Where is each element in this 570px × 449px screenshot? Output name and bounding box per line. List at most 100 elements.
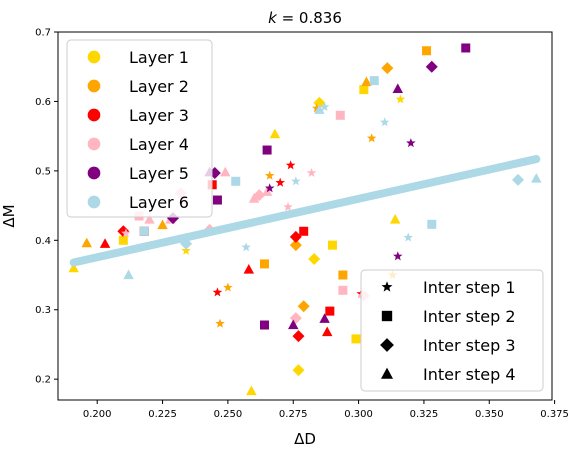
legend-label: Inter step 3 xyxy=(423,336,516,355)
y-tick-label: 0.6 xyxy=(35,97,51,108)
data-point xyxy=(395,94,406,104)
data-point xyxy=(99,238,111,248)
data-point xyxy=(275,177,285,187)
legend-swatch xyxy=(87,166,101,180)
data-point xyxy=(212,195,222,205)
data-point xyxy=(359,85,369,95)
legend-swatch xyxy=(381,281,393,292)
data-point xyxy=(319,101,330,112)
layer-legend: Layer 1 Layer 2 Layer 3 Layer 4 Layer 5 Layer… xyxy=(66,39,213,218)
legend-swatch xyxy=(380,367,394,379)
data-point xyxy=(321,326,333,337)
chart-title-value: = 0.836 xyxy=(277,9,342,27)
chart-title: k = 0.836 xyxy=(268,9,342,27)
legend-label: Inter step 4 xyxy=(423,365,516,384)
legend-swatch xyxy=(380,338,394,352)
y-tick-label: 0.4 xyxy=(35,236,51,247)
data-point xyxy=(338,285,348,295)
data-point xyxy=(361,76,372,87)
step-legend-box xyxy=(360,269,544,392)
data-point xyxy=(351,334,361,344)
y-axis-label: ΔM xyxy=(0,204,18,227)
data-point xyxy=(325,306,335,316)
data-point xyxy=(406,138,416,148)
x-tick-label: 0.325 xyxy=(410,409,439,420)
axes: 0.200 0.225 0.250 0.275 0.300 0.325 0.350 0.375… xyxy=(35,28,569,421)
data-point xyxy=(212,287,223,297)
legend-label: Layer 4 xyxy=(129,135,189,154)
data-point xyxy=(327,240,337,250)
data-point xyxy=(181,245,191,255)
data-point xyxy=(369,76,379,86)
legend-item-layer-1: Layer 1 xyxy=(87,48,189,67)
trend-line xyxy=(69,155,541,267)
legend-label: Inter step 1 xyxy=(423,278,516,297)
data-point xyxy=(314,104,325,114)
legend-swatch xyxy=(87,195,101,209)
legend-swatch xyxy=(381,310,393,322)
data-point xyxy=(259,259,269,269)
legend-item-inter-step-3: Inter step 3 xyxy=(380,336,516,355)
x-tick-label: 0.375 xyxy=(540,409,569,420)
data-point xyxy=(262,145,272,155)
data-point xyxy=(253,189,266,202)
data-point xyxy=(259,320,269,330)
data-point xyxy=(512,173,525,186)
data-point xyxy=(285,160,296,170)
data-point xyxy=(246,385,257,396)
x-tick-label: 0.250 xyxy=(214,409,243,420)
x-tick-label: 0.350 xyxy=(475,409,504,420)
x-axis-label: ΔD xyxy=(294,430,316,448)
legend-item-inter-step-2: Inter step 2 xyxy=(381,307,516,326)
data-point xyxy=(68,262,79,273)
legend-swatch xyxy=(87,108,101,122)
x-tick-label: 0.200 xyxy=(83,409,112,420)
data-point xyxy=(292,330,305,343)
y-tick-label: 0.5 xyxy=(35,166,51,177)
chart-title-variable: k xyxy=(268,9,278,27)
legend-item-layer-6: Layer 6 xyxy=(87,193,189,212)
data-point xyxy=(461,43,471,53)
legend-label: Layer 1 xyxy=(129,48,189,67)
data-point xyxy=(139,226,149,236)
data-point xyxy=(308,253,321,266)
data-point xyxy=(312,103,322,113)
data-point xyxy=(291,176,301,186)
legend-swatch xyxy=(87,50,101,64)
legend-label: Layer 6 xyxy=(129,193,189,212)
legend-label: Inter step 2 xyxy=(423,307,516,326)
data-point xyxy=(299,226,309,236)
data-point xyxy=(297,300,310,313)
data-point xyxy=(392,83,404,94)
data-point xyxy=(422,46,432,56)
plot-area xyxy=(68,43,542,396)
data-point xyxy=(220,166,231,177)
y-tick-label: 0.2 xyxy=(35,375,51,386)
plot-frame xyxy=(57,31,553,401)
data-point xyxy=(289,239,302,252)
legend-label: Layer 3 xyxy=(129,106,189,125)
data-point xyxy=(264,183,275,193)
data-point xyxy=(289,312,302,325)
legend-item-layer-3: Layer 3 xyxy=(87,106,189,125)
data-point xyxy=(335,110,345,120)
data-point xyxy=(241,242,251,252)
legend-swatch xyxy=(87,79,101,93)
y-tick-label: 0.7 xyxy=(35,28,51,39)
data-point xyxy=(381,62,394,75)
data-point xyxy=(531,173,542,183)
series-layer-2 xyxy=(81,46,432,328)
data-point xyxy=(319,313,330,323)
data-point xyxy=(264,170,275,180)
data-point xyxy=(243,263,255,274)
legend-item-layer-4: Layer 4 xyxy=(87,135,189,154)
step-legend: Inter step 1 Inter step 2 Inter step 3 Inte… xyxy=(360,269,544,392)
data-point xyxy=(261,186,273,196)
y-tick-label: 0.3 xyxy=(35,305,51,316)
data-point xyxy=(81,237,92,248)
legend-item-inter-step-1: Inter step 1 xyxy=(381,278,516,297)
data-point xyxy=(157,219,168,230)
series-layer-6 xyxy=(123,76,542,280)
legend-swatch xyxy=(87,137,101,151)
